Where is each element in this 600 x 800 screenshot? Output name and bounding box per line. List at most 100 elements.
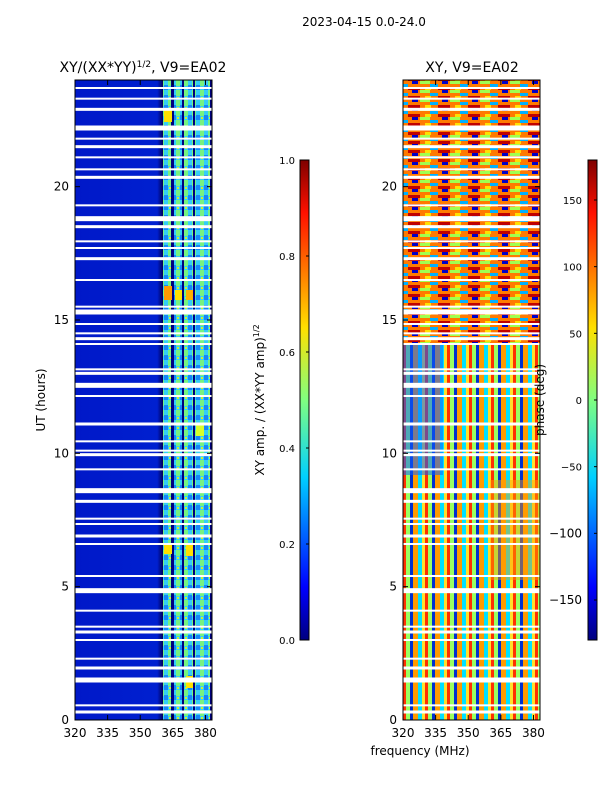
amplitude-y-tick-label: 15 <box>54 313 69 327</box>
amplitude-gap-row <box>75 449 212 452</box>
phase-colorbar-tick-label: −100 <box>549 526 582 540</box>
phase-gap-row <box>403 639 540 641</box>
amplitude-gap-row <box>75 710 212 714</box>
phase-axes-frame <box>402 79 541 721</box>
amplitude-colorbar-tick-label: 0.6 <box>279 348 295 359</box>
phase-gap-row <box>403 279 540 281</box>
amplitude-gap-row <box>75 575 212 577</box>
phase-gap-row <box>403 125 540 131</box>
phase-gap-row <box>403 468 540 471</box>
amplitude-gap-row <box>75 309 212 315</box>
phase-gap-row <box>403 422 540 426</box>
amplitude-gap-row <box>75 453 212 457</box>
phase-gap-row <box>403 453 540 457</box>
amplitude-gap-row <box>75 382 212 388</box>
amplitude-gap-row <box>75 305 212 308</box>
amplitude-gap-row <box>75 588 212 594</box>
amplitude-gap-row <box>75 371 212 375</box>
amplitude-gap-row <box>75 368 212 371</box>
phase-colorbar-label: phase (deg) <box>533 364 547 436</box>
phase-gap-row <box>403 488 540 494</box>
phase-gap-row <box>403 704 540 707</box>
phase-x-tick-label: 380 <box>522 726 545 740</box>
phase-gap-row <box>403 534 540 538</box>
amplitude-colorbar-tick-label: 0.2 <box>279 540 295 551</box>
amplitude-y-tick-label: 0 <box>61 713 69 727</box>
phase-gap-row <box>403 240 540 243</box>
phase-gap-row <box>403 543 540 545</box>
figure-suptitle: 2023-04-15 0.0-24.0 <box>302 15 426 29</box>
phase-y-tick-label: 20 <box>382 180 397 194</box>
amplitude-heatmap-hot-patch <box>164 110 172 122</box>
phase-colorbar-tick-label: 150 <box>563 196 582 207</box>
amplitude-gap-row <box>75 332 212 335</box>
amplitude-gap-row <box>75 137 212 140</box>
amplitude-gap-row <box>75 523 212 525</box>
amplitude-gap-row <box>75 666 212 670</box>
amplitude-gap-row <box>75 125 212 131</box>
amplitude-gap-row <box>75 107 212 111</box>
amplitude-gap-row <box>75 337 212 341</box>
phase-gap-row <box>403 677 540 683</box>
phase-gap-row <box>403 625 540 628</box>
amplitude-heatmap-hot-patch <box>164 286 172 300</box>
amplitude-gap-row <box>75 156 212 159</box>
amplitude-x-tick-label: 365 <box>161 726 184 740</box>
amplitude-y-tick-label: 5 <box>61 580 69 594</box>
phase-y-tick-label: 5 <box>389 580 397 594</box>
amplitude-axes-frame <box>74 79 213 721</box>
amplitude-heatmap-column-gap <box>193 80 195 720</box>
phase-gap-row <box>403 216 540 222</box>
amplitude-gap-row <box>75 657 212 660</box>
phase-gap-row <box>403 204 540 207</box>
amplitude-colorbar-gradient <box>299 159 310 641</box>
amplitude-heatmap-hot-patch <box>175 290 182 300</box>
amplitude-gap-row <box>75 168 212 171</box>
amplitude-gap-row <box>75 247 212 249</box>
amplitude-gap-row <box>75 625 212 628</box>
amplitude-x-tick-label: 350 <box>129 726 152 740</box>
amplitude-gap-row <box>75 225 212 229</box>
amplitude-heatmap-hot-patch <box>186 290 193 300</box>
phase-gap-row <box>403 517 540 520</box>
amplitude-gap-row <box>75 240 212 243</box>
amplitude-gap-row <box>75 534 212 538</box>
amplitude-heatmap-column-gap <box>171 80 174 720</box>
phase-gap-row <box>403 247 540 249</box>
phase-colorbar-tick-label: −50 <box>561 463 582 474</box>
phase-gap-row <box>403 343 540 345</box>
phase-gap-row <box>403 440 540 443</box>
amplitude-colorbar-tick-label: 0.8 <box>279 252 295 263</box>
amplitude-gap-row <box>75 468 212 471</box>
amplitude-gap-row <box>75 517 212 520</box>
phase-x-ticks: 320 335 350 365 380 <box>392 80 545 740</box>
phase-gap-row <box>403 168 540 171</box>
amplitude-gap-row <box>75 488 212 494</box>
phase-y-ticks: 0 5 10 15 20 <box>382 180 540 727</box>
amplitude-gap-row <box>75 97 212 100</box>
amplitude-heatmap-column-gap <box>182 80 184 720</box>
amplitude-y-tick-label: 20 <box>54 180 69 194</box>
phase-gap-row <box>403 630 540 634</box>
phase-gap-row <box>403 332 540 335</box>
amplitude-gap-row <box>75 145 212 149</box>
amplitude-colorbar-tick-label: 0.4 <box>279 444 295 455</box>
amplitude-gap-row <box>75 543 212 545</box>
phase-gap-row <box>403 175 540 179</box>
phase-colorbar: −150 −100 −50 0 50 100 150 phase (deg) <box>533 159 598 641</box>
amplitude-x-ticks: 320 335 350 365 380 <box>64 80 217 740</box>
phase-xlabel: frequency (MHz) <box>370 744 469 758</box>
amplitude-gap-row <box>75 323 212 325</box>
phase-x-tick-label: 350 <box>457 726 480 740</box>
amplitude-colorbar-tick-label: 0.0 <box>279 636 295 647</box>
phase-gap-row <box>403 87 540 89</box>
phase-gap-row <box>403 449 540 452</box>
phase-gap-row <box>403 337 540 341</box>
amplitude-x-tick-label: 320 <box>64 726 87 740</box>
amplitude-gap-row <box>75 630 212 634</box>
amplitude-heatmap-gaps <box>75 87 212 714</box>
amplitude-x-tick-label: 380 <box>194 726 217 740</box>
amplitude-y-ticks: 0 5 10 15 20 <box>54 180 212 727</box>
amplitude-x-tick-label: 335 <box>96 726 119 740</box>
phase-gap-row <box>403 710 540 714</box>
